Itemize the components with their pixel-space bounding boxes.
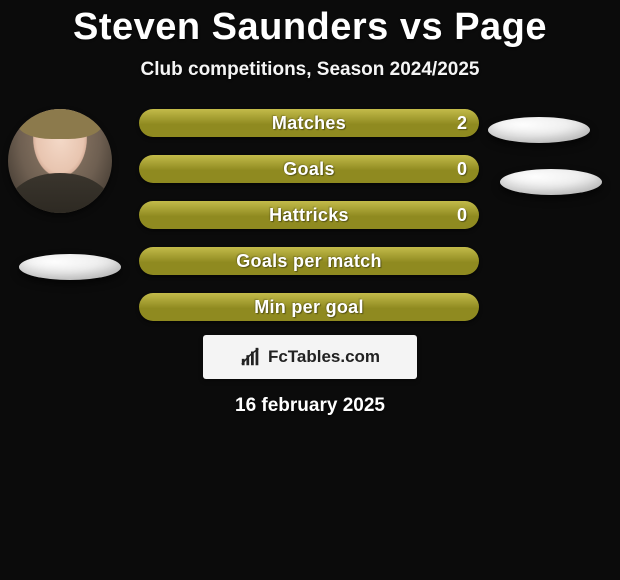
stat-bar-label: Hattricks bbox=[139, 201, 479, 229]
stat-bar-label: Goals bbox=[139, 155, 479, 183]
stat-bar: Goals0 bbox=[139, 155, 479, 183]
logo-box: FcTables.com bbox=[203, 335, 417, 379]
root: Steven Saunders vs Page Club competition… bbox=[0, 6, 620, 580]
pebble-right-2 bbox=[500, 169, 602, 195]
stat-bar-label: Matches bbox=[139, 109, 479, 137]
stat-bar-value: 0 bbox=[457, 155, 467, 183]
page-title: Steven Saunders vs Page bbox=[0, 6, 620, 49]
bar-chart-icon bbox=[240, 346, 262, 368]
stat-bars: Matches2Goals0Hattricks0Goals per matchM… bbox=[139, 109, 479, 339]
stat-bar-label: Min per goal bbox=[139, 293, 479, 321]
stat-bar-label: Goals per match bbox=[139, 247, 479, 275]
player-left-avatar bbox=[8, 109, 112, 213]
stat-bar-value: 2 bbox=[457, 109, 467, 137]
logo-text: FcTables.com bbox=[268, 347, 380, 367]
stat-bar: Hattricks0 bbox=[139, 201, 479, 229]
date-label: 16 february 2025 bbox=[0, 395, 620, 417]
stat-bar: Min per goal bbox=[139, 293, 479, 321]
stat-bar: Matches2 bbox=[139, 109, 479, 137]
stat-bar-value: 0 bbox=[457, 201, 467, 229]
stat-bar: Goals per match bbox=[139, 247, 479, 275]
page-subtitle: Club competitions, Season 2024/2025 bbox=[0, 59, 620, 81]
pebble-left bbox=[19, 254, 121, 280]
pebble-right-1 bbox=[488, 117, 590, 143]
